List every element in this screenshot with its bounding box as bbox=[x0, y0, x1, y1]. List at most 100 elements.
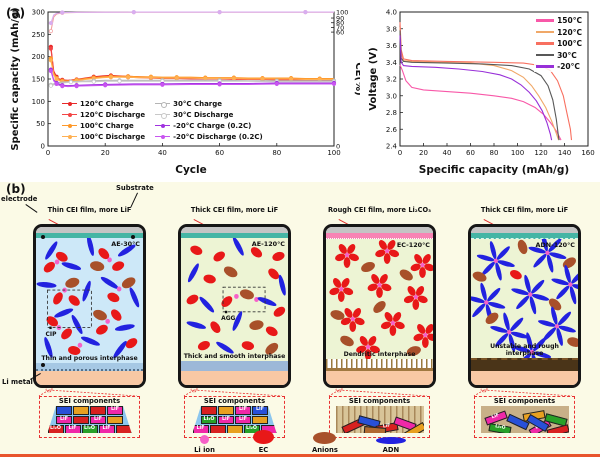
svg-text:2.8: 2.8 bbox=[386, 109, 397, 117]
molecule-legend-label: EC bbox=[258, 446, 269, 454]
legend-column: 120°C Charge 120°C Discharge 100°C Charge 1… bbox=[62, 99, 145, 141]
legend-item: 30°C Charge bbox=[155, 99, 263, 108]
cell-adn120: Thick CEI film, more LiF ADN-120°C Unstabl… bbox=[468, 206, 581, 438]
marker-dot bbox=[131, 235, 135, 239]
svg-text:160: 160 bbox=[581, 149, 594, 157]
cell-header-label: Rough CEI film, more Li₂CO₃ bbox=[327, 206, 432, 214]
svg-text:4.0: 4.0 bbox=[386, 9, 397, 17]
svg-text:80: 80 bbox=[490, 149, 499, 157]
svg-text:200: 200 bbox=[32, 53, 45, 61]
li-metal-layer bbox=[471, 371, 578, 385]
marker-dot bbox=[41, 235, 45, 239]
sei-tile-row: LiF LiF bbox=[48, 415, 132, 425]
molecules-svg: AGG bbox=[186, 238, 286, 355]
panel-b: (b) electrode Substrate Li metal Thin CE… bbox=[0, 182, 600, 457]
cell-ae120: Thick CEI film, more LiF AGG AE-120°C Thick… bbox=[178, 206, 291, 438]
cell-body: CIP AE-30°C Thin and porous interphase bbox=[33, 224, 146, 388]
cell-body: AGG AE-120°C Thick and smooth interphase bbox=[178, 224, 291, 388]
legend-swatch-icon bbox=[536, 65, 555, 68]
electrolyte-area: AGG AE-120°C Thick and smooth interphase bbox=[181, 238, 288, 361]
legend-swatch-icon bbox=[62, 111, 77, 118]
sei-connector bbox=[328, 388, 428, 396]
sei-chip: Li₂O bbox=[243, 425, 260, 433]
molecule-legend-label: Anions bbox=[311, 446, 338, 454]
svg-text:2.6: 2.6 bbox=[386, 126, 398, 134]
sei-chip: LiF bbox=[56, 415, 72, 425]
bottom-border bbox=[0, 454, 600, 457]
svg-text:60: 60 bbox=[466, 149, 475, 157]
voltage-chart-legend: 150°C 120°C 100°C 30°C -20°C bbox=[534, 15, 584, 72]
sei-chip bbox=[90, 406, 106, 415]
sei-chip bbox=[107, 415, 123, 425]
cycling-chart-legend: 120°C Charge 120°C Discharge 100°C Charge 1… bbox=[62, 99, 263, 141]
interphase-label: Thick and smooth interphase bbox=[183, 353, 286, 360]
sei-chip bbox=[252, 415, 268, 425]
sei-connector bbox=[473, 388, 573, 396]
svg-text:0: 0 bbox=[46, 149, 50, 157]
svg-text:70: 70 bbox=[336, 24, 344, 32]
substrate-strip bbox=[36, 227, 143, 233]
cell-header: Rough CEI film, more Li₂CO₃ bbox=[323, 206, 436, 230]
cells-row: Thin CEI film, more LiF CIP AE-30°C Thin an… bbox=[33, 206, 581, 438]
sei-components-title: SEI components bbox=[348, 397, 411, 405]
svg-text:0: 0 bbox=[398, 149, 402, 157]
molecule-legend-item: ADN bbox=[375, 437, 406, 454]
sei-components-title: SEI components bbox=[203, 397, 266, 405]
sei-chip: Li₂O bbox=[81, 425, 98, 433]
sei-chip: LiF bbox=[98, 425, 115, 433]
panel-b-label: (b) bbox=[6, 182, 26, 196]
interphase-band bbox=[471, 358, 578, 371]
panel-a: (a) 0 20 40 60 80 100 0 50 100 150 200 250 300 100 90 8… bbox=[0, 0, 600, 182]
legend-swatch-icon bbox=[536, 30, 555, 34]
molecules-svg bbox=[329, 240, 433, 359]
svg-text:60: 60 bbox=[336, 29, 344, 37]
svg-text:2.4: 2.4 bbox=[386, 143, 398, 151]
svg-text:40: 40 bbox=[158, 149, 167, 157]
legend-item: 100°C Charge bbox=[62, 121, 145, 130]
legend-swatch-icon bbox=[536, 42, 555, 45]
sei-chip: LiF bbox=[90, 415, 106, 425]
sei-chip: LiF bbox=[107, 406, 123, 415]
cell-header-label: Thin CEI film, more LiF bbox=[47, 206, 132, 214]
sei-components-title: SEI components bbox=[58, 397, 121, 405]
svg-text:AGG: AGG bbox=[221, 315, 235, 322]
sei-components-box: SEI components LiF LiF LiF Li₂O LiF Li₂O LiF bbox=[39, 396, 140, 438]
panel-a-label: (a) bbox=[6, 6, 26, 20]
electrode-annotation: electrode bbox=[1, 195, 38, 203]
svg-text:3.0: 3.0 bbox=[386, 92, 397, 100]
interphase-band bbox=[326, 359, 433, 371]
electrolyte-area: ADN-120°C Unstable and rough interphase bbox=[471, 239, 578, 358]
cell-header: Thick CEI film, more LiF bbox=[178, 206, 291, 230]
svg-text:Cycle: Cycle bbox=[175, 164, 207, 176]
sei-connector bbox=[183, 388, 283, 396]
electrolyte-area: CIP AE-30°C Thin and porous interphase bbox=[36, 238, 143, 363]
legend-item: 30°C bbox=[536, 51, 582, 60]
substrate-strip bbox=[181, 227, 288, 233]
legend-label: -20°C Discharge (0.2C) bbox=[173, 132, 263, 141]
sei-chip: LiF bbox=[235, 415, 251, 425]
sei-chip bbox=[201, 406, 217, 415]
li-shape-icon bbox=[200, 435, 209, 444]
sei-chip: Li₂O bbox=[201, 415, 217, 425]
temperature-badge: EC-120°C bbox=[396, 241, 430, 249]
li-metal-layer bbox=[36, 371, 143, 385]
ec-shape-icon bbox=[252, 430, 274, 444]
sei-chip bbox=[56, 406, 72, 415]
legend-item: 120°C Charge bbox=[62, 99, 145, 108]
sei-components-box: SEI components LiF bbox=[329, 396, 430, 438]
interphase-band bbox=[36, 363, 143, 371]
li-metal-layer bbox=[326, 371, 433, 385]
sei-chip bbox=[73, 415, 89, 425]
svg-text:90: 90 bbox=[336, 15, 344, 23]
sei-chip bbox=[218, 406, 234, 415]
cell-header: Thick CEI film, more LiF bbox=[468, 206, 581, 230]
svg-text:80: 80 bbox=[336, 19, 344, 27]
legend-label: -20°C bbox=[557, 62, 580, 71]
cell-header: Thin CEI film, more LiF bbox=[33, 206, 146, 230]
svg-text:300: 300 bbox=[32, 9, 45, 17]
legend-label: 100°C Charge bbox=[80, 121, 134, 130]
svg-text:250: 250 bbox=[32, 31, 45, 39]
sei-chip: LiF bbox=[64, 425, 81, 433]
legend-label: 30°C bbox=[557, 50, 577, 60]
